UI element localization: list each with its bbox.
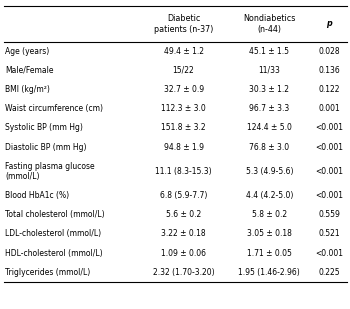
Text: HDL-cholesterol (mmol/L): HDL-cholesterol (mmol/L) bbox=[5, 248, 103, 258]
Text: 124.4 ± 5.0: 124.4 ± 5.0 bbox=[247, 123, 292, 133]
Text: Nondiabetics
(n-44): Nondiabetics (n-44) bbox=[243, 14, 295, 34]
Text: 2.32 (1.70-3.20): 2.32 (1.70-3.20) bbox=[153, 268, 215, 277]
Text: <0.001: <0.001 bbox=[315, 191, 343, 200]
Text: 1.09 ± 0.06: 1.09 ± 0.06 bbox=[161, 248, 206, 258]
Text: 94.8 ± 1.9: 94.8 ± 1.9 bbox=[163, 142, 204, 152]
Text: 6.8 (5.9-7.7): 6.8 (5.9-7.7) bbox=[160, 191, 207, 200]
Text: <0.001: <0.001 bbox=[315, 167, 343, 176]
Text: Triglycerides (mmol/L): Triglycerides (mmol/L) bbox=[5, 268, 91, 277]
Text: 15/22: 15/22 bbox=[173, 66, 195, 75]
Text: LDL-cholesterol (mmol/L): LDL-cholesterol (mmol/L) bbox=[5, 229, 101, 239]
Text: BMI (kg/m²): BMI (kg/m²) bbox=[5, 85, 50, 94]
Text: 45.1 ± 1.5: 45.1 ± 1.5 bbox=[249, 47, 289, 56]
Text: 96.7 ± 3.3: 96.7 ± 3.3 bbox=[249, 104, 289, 113]
Text: 151.8 ± 3.2: 151.8 ± 3.2 bbox=[161, 123, 206, 133]
Text: Waist circumference (cm): Waist circumference (cm) bbox=[5, 104, 103, 113]
Text: Total cholesterol (mmol/L): Total cholesterol (mmol/L) bbox=[5, 210, 105, 219]
Text: 76.8 ± 3.0: 76.8 ± 3.0 bbox=[249, 142, 289, 152]
Text: 32.7 ± 0.9: 32.7 ± 0.9 bbox=[163, 85, 204, 94]
Text: Age (years): Age (years) bbox=[5, 47, 49, 56]
Text: <0.001: <0.001 bbox=[315, 248, 343, 258]
Text: p: p bbox=[327, 19, 332, 28]
Text: 5.6 ± 0.2: 5.6 ± 0.2 bbox=[166, 210, 201, 219]
Text: 1.95 (1.46-2.96): 1.95 (1.46-2.96) bbox=[238, 268, 300, 277]
Text: 5.8 ± 0.2: 5.8 ± 0.2 bbox=[252, 210, 287, 219]
Text: <0.001: <0.001 bbox=[315, 123, 343, 133]
Text: 30.3 ± 1.2: 30.3 ± 1.2 bbox=[249, 85, 289, 94]
Text: 3.22 ± 0.18: 3.22 ± 0.18 bbox=[161, 229, 206, 239]
Text: 11/33: 11/33 bbox=[258, 66, 280, 75]
Text: 0.001: 0.001 bbox=[318, 104, 340, 113]
Text: <0.001: <0.001 bbox=[315, 142, 343, 152]
Text: Diabetic
patients (n-37): Diabetic patients (n-37) bbox=[154, 14, 213, 34]
Text: 0.225: 0.225 bbox=[318, 268, 340, 277]
Text: Male/Female: Male/Female bbox=[5, 66, 54, 75]
Text: Fasting plasma glucose
(mmol/L): Fasting plasma glucose (mmol/L) bbox=[5, 162, 95, 181]
Text: 0.136: 0.136 bbox=[318, 66, 340, 75]
Text: Diastolic BP (mm Hg): Diastolic BP (mm Hg) bbox=[5, 142, 87, 152]
Text: Systolic BP (mm Hg): Systolic BP (mm Hg) bbox=[5, 123, 83, 133]
Text: 11.1 (8.3-15.3): 11.1 (8.3-15.3) bbox=[155, 167, 212, 176]
Text: 0.028: 0.028 bbox=[318, 47, 340, 56]
Text: 3.05 ± 0.18: 3.05 ± 0.18 bbox=[247, 229, 292, 239]
Text: 0.122: 0.122 bbox=[318, 85, 340, 94]
Text: 1.71 ± 0.05: 1.71 ± 0.05 bbox=[247, 248, 292, 258]
Text: Blood HbA1c (%): Blood HbA1c (%) bbox=[5, 191, 69, 200]
Text: 4.4 (4.2-5.0): 4.4 (4.2-5.0) bbox=[246, 191, 293, 200]
Text: 0.559: 0.559 bbox=[318, 210, 340, 219]
Text: 5.3 (4.9-5.6): 5.3 (4.9-5.6) bbox=[246, 167, 293, 176]
Text: 112.3 ± 3.0: 112.3 ± 3.0 bbox=[161, 104, 206, 113]
Text: 49.4 ± 1.2: 49.4 ± 1.2 bbox=[163, 47, 204, 56]
Text: 0.521: 0.521 bbox=[318, 229, 340, 239]
